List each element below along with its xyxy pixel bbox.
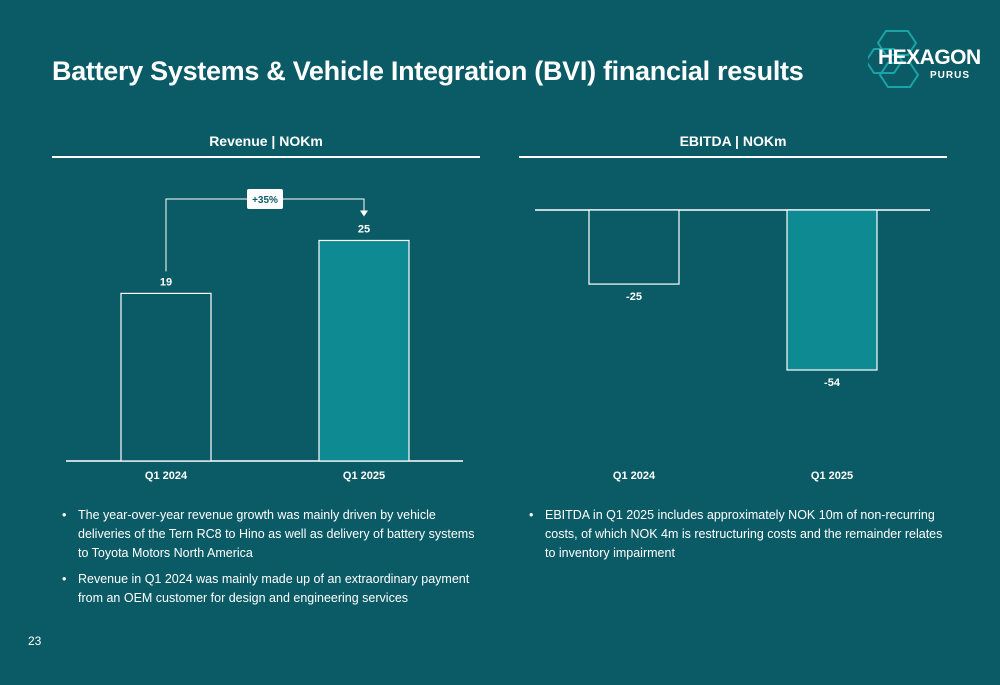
revenue-category-label: Q1 2024: [145, 470, 188, 482]
revenue-value-label: 19: [160, 276, 172, 288]
ebitda-value-label: -54: [824, 377, 841, 389]
ebitda-title-rule: [519, 156, 947, 158]
page-number: 23: [28, 634, 42, 648]
bullet-dot: •: [62, 572, 67, 586]
hexagon-logo-icon: [868, 30, 920, 88]
hexagon-purus-logo: HEXAGON PURUS: [868, 29, 984, 89]
growth-arrowhead: [360, 210, 368, 217]
bullet-dot: •: [529, 508, 534, 522]
revenue-value-label: 25: [358, 223, 370, 235]
growth-badge-label: +35%: [252, 195, 278, 206]
ebitda-note-bullet: • EBITDA in Q1 2025 includes approximatel…: [523, 506, 943, 563]
revenue-chart-title: Revenue | NOKm: [209, 133, 323, 149]
revenue-note-bullet-text: The year-over-year revenue growth was ma…: [78, 508, 475, 560]
ebitda-note-bullet-text: EBITDA in Q1 2025 includes approximately…: [545, 508, 943, 560]
ebitda-value-label: -25: [626, 291, 642, 303]
revenue-note-bullet-text: Revenue in Q1 2024 was mainly made up of…: [78, 572, 470, 605]
revenue-bar: [120, 292, 212, 462]
logo-subword: PURUS: [930, 70, 971, 81]
revenue-note-bullet: • Revenue in Q1 2024 was mainly made up o…: [56, 570, 476, 608]
ebitda-bar: [588, 209, 680, 285]
revenue-category-label: Q1 2025: [343, 470, 385, 482]
page-title: Battery Systems & Vehicle Integration (B…: [52, 56, 804, 86]
ebitda-chart-title: EBITDA | NOKm: [679, 133, 787, 149]
revenue-note-bullet: • The year-over-year revenue growth was m…: [56, 506, 476, 563]
revenue-bar: [318, 239, 410, 462]
revenue-title-rule: [52, 156, 480, 158]
logo-wordmark: HEXAGON: [878, 46, 981, 69]
ebitda-bar: [786, 209, 878, 371]
ebitda-notes: • EBITDA in Q1 2025 includes approximatel…: [523, 506, 943, 570]
bullet-dot: •: [62, 508, 67, 522]
ebitda-category-label: Q1 2025: [811, 470, 853, 482]
revenue-notes: • The year-over-year revenue growth was m…: [56, 506, 476, 615]
ebitda-category-label: Q1 2024: [613, 470, 656, 482]
growth-badge: [247, 189, 283, 209]
